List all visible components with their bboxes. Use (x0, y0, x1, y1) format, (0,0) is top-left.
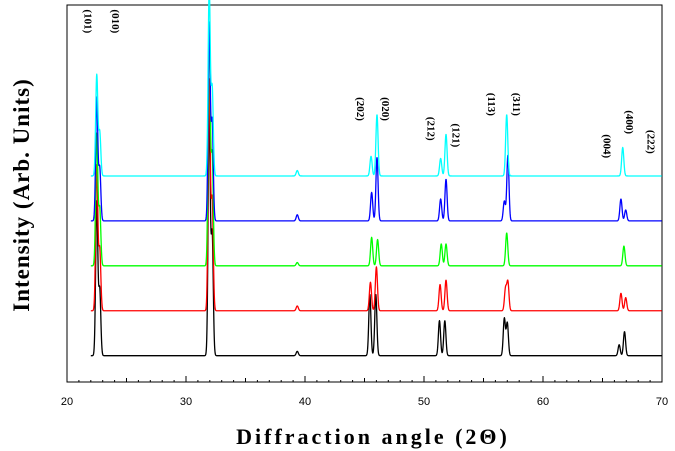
peak-label: (400) (623, 110, 635, 134)
peak-label: (311) (510, 93, 522, 117)
series-line-5 (90, 0, 663, 177)
series-line-4 (90, 21, 663, 222)
x-axis-ticks: 20 30 40 50 60 70 (61, 376, 668, 408)
peak-label: (004) (601, 134, 613, 158)
x-tick-label: 60 (537, 396, 549, 408)
peak-label: (212) (424, 117, 436, 141)
x-axis-label: Diffraction angle (2Θ) (236, 424, 510, 449)
series-line-1 (90, 111, 663, 357)
peak-label: (202) (354, 97, 366, 121)
series-line-2 (90, 78, 663, 312)
series-line-3 (90, 22, 663, 267)
series-layer (90, 0, 663, 357)
x-tick-label: 30 (180, 396, 192, 408)
x-tick-label: 70 (656, 396, 668, 408)
peak-label: (020) (379, 97, 391, 121)
plot-frame (66, 4, 663, 383)
y-axis-label: Intensity (Arb. Units) (9, 78, 34, 311)
peak-label: (222) (645, 130, 657, 154)
x-tick-label: 50 (418, 396, 430, 408)
peak-label: (121) (449, 123, 461, 147)
x-tick-label: 40 (299, 396, 311, 408)
peak-annotations: (101)(010)(111)(202)(020)(212)(121)(113)… (82, 9, 657, 158)
peak-label: (113) (485, 93, 497, 117)
peak-label: (010) (109, 9, 121, 33)
x-tick-label: 20 (61, 396, 73, 408)
peak-label: (101) (82, 9, 94, 33)
